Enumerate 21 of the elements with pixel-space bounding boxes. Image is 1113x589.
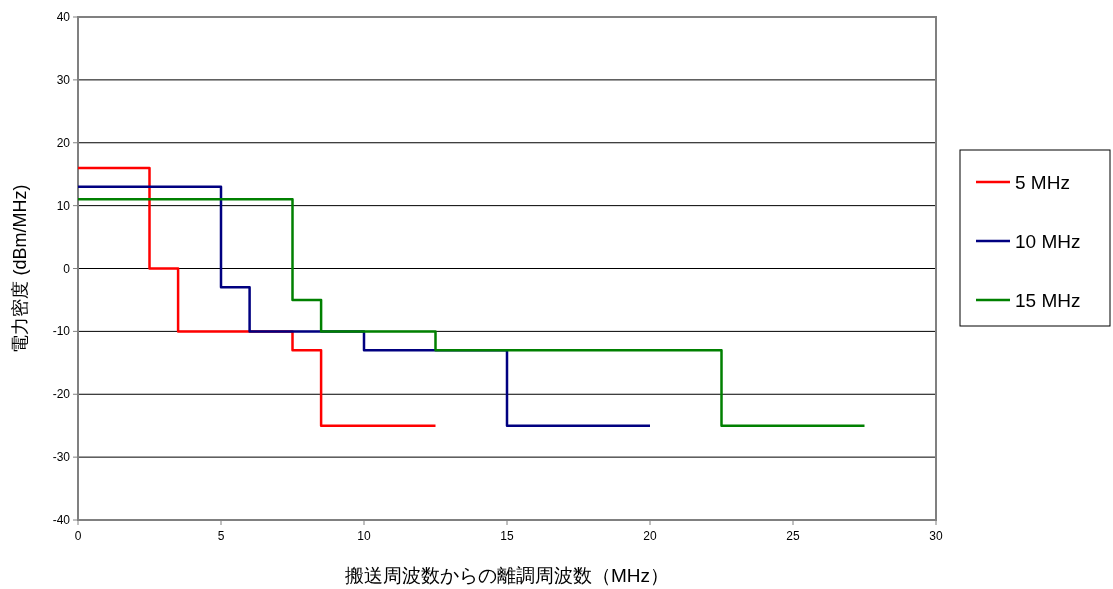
- x-tick-label: 30: [929, 529, 943, 543]
- y-tick-label: 30: [56, 72, 71, 87]
- x-tick-label: 20: [643, 529, 657, 543]
- x-tick-label: 10: [357, 529, 371, 543]
- x-tick-label: 5: [217, 529, 225, 543]
- y-tick-label: -10: [52, 324, 71, 339]
- y-tick-label: 0: [63, 261, 71, 276]
- y-tick-label: 40: [56, 10, 71, 24]
- legend-label: 5 MHz: [1015, 172, 1070, 193]
- y-axis-title: 電力密度 (dBm/MHz): [10, 184, 30, 353]
- y-tick-label: -40: [52, 513, 71, 527]
- y-tick-label: 10: [56, 198, 71, 213]
- y-tick-label: -30: [52, 450, 71, 465]
- legend-label: 15 MHz: [1015, 290, 1081, 311]
- y-tick-label: 20: [56, 135, 71, 150]
- x-tick-label: 15: [500, 529, 514, 543]
- x-tick-label: 25: [786, 529, 800, 543]
- y-tick-label: -20: [52, 387, 71, 402]
- x-tick-label: 0: [74, 529, 82, 543]
- x-axis-title: 搬送周波数からの離調周波数（MHz）: [344, 565, 670, 586]
- legend-label: 10 MHz: [1015, 231, 1081, 252]
